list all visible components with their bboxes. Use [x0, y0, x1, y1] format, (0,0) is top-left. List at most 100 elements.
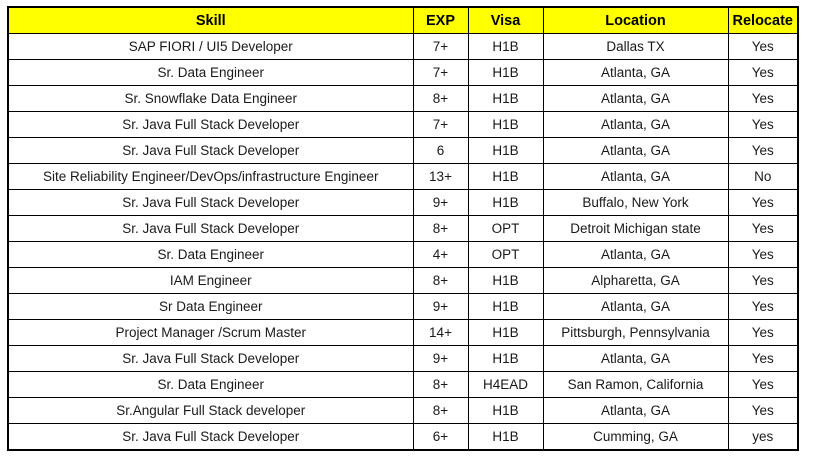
location-cell: Alpharetta, GA	[542, 267, 729, 294]
visa-cell: H1B	[467, 111, 544, 138]
exp-cell: 13+	[412, 163, 469, 190]
location-cell: Pittsburgh, Pennsylvania	[542, 319, 729, 346]
relocate-cell: Yes	[727, 59, 799, 86]
visa-cell: H1B	[467, 85, 544, 112]
table-row: SAP FIORI / UI5 Developer 7+ H1B Dallas …	[7, 33, 799, 60]
skill-cell: SAP FIORI / UI5 Developer	[7, 33, 414, 60]
skill-cell: Sr.Angular Full Stack developer	[7, 397, 414, 424]
table-row: Project Manager /Scrum Master 14+ H1B Pi…	[7, 319, 799, 346]
table-row: Site Reliability Engineer/DevOps/infrast…	[7, 163, 799, 190]
relocate-cell: Yes	[727, 33, 799, 60]
skill-cell: Sr Data Engineer	[7, 293, 414, 320]
table-row: Sr. Java Full Stack Developer 6 H1B Atla…	[7, 137, 799, 164]
candidates-table: Skill EXP Visa Location Relocate SAP FIO…	[7, 6, 799, 451]
table-row: IAM Engineer 8+ H1B Alpharetta, GA Yes	[7, 267, 799, 294]
relocate-cell: Yes	[727, 137, 799, 164]
location-cell: San Ramon, California	[542, 371, 729, 398]
exp-cell: 7+	[412, 59, 469, 86]
relocate-cell: Yes	[727, 241, 799, 268]
relocate-cell: Yes	[727, 85, 799, 112]
exp-cell: 9+	[412, 293, 469, 320]
column-header-exp: EXP	[412, 6, 469, 34]
table-row: Sr. Java Full Stack Developer 7+ H1B Atl…	[7, 111, 799, 138]
skill-cell: Sr. Java Full Stack Developer	[7, 137, 414, 164]
skill-cell: Sr. Java Full Stack Developer	[7, 111, 414, 138]
relocate-cell: Yes	[727, 345, 799, 372]
visa-cell: H4EAD	[467, 371, 544, 398]
visa-cell: H1B	[467, 319, 544, 346]
exp-cell: 6+	[412, 423, 469, 451]
location-cell: Atlanta, GA	[542, 345, 729, 372]
exp-cell: 8+	[412, 371, 469, 398]
visa-cell: H1B	[467, 293, 544, 320]
table-row: Sr. Java Full Stack Developer 6+ H1B Cum…	[7, 423, 799, 451]
exp-cell: 8+	[412, 267, 469, 294]
exp-cell: 8+	[412, 397, 469, 424]
table-row: Sr.Angular Full Stack developer 8+ H1B A…	[7, 397, 799, 424]
skill-cell: IAM Engineer	[7, 267, 414, 294]
location-cell: Atlanta, GA	[542, 85, 729, 112]
exp-cell: 8+	[412, 215, 469, 242]
skill-cell: Site Reliability Engineer/DevOps/infrast…	[7, 163, 414, 190]
location-cell: Cumming, GA	[542, 423, 729, 451]
relocate-cell: yes	[727, 423, 799, 451]
location-cell: Atlanta, GA	[542, 137, 729, 164]
relocate-cell: Yes	[727, 111, 799, 138]
visa-cell: H1B	[467, 267, 544, 294]
exp-cell: 9+	[412, 345, 469, 372]
relocate-cell: Yes	[727, 371, 799, 398]
location-cell: Atlanta, GA	[542, 397, 729, 424]
header-row: Skill EXP Visa Location Relocate	[7, 6, 799, 34]
relocate-cell: Yes	[727, 397, 799, 424]
table-row: Sr. Snowflake Data Engineer 8+ H1B Atlan…	[7, 85, 799, 112]
visa-cell: H1B	[467, 59, 544, 86]
relocate-cell: Yes	[727, 319, 799, 346]
visa-cell: OPT	[467, 241, 544, 268]
visa-cell: H1B	[467, 397, 544, 424]
location-cell: Detroit Michigan state	[542, 215, 729, 242]
visa-cell: H1B	[467, 137, 544, 164]
skill-cell: Sr. Data Engineer	[7, 371, 414, 398]
visa-cell: H1B	[467, 33, 544, 60]
table-row: Sr. Java Full Stack Developer 9+ H1B Atl…	[7, 345, 799, 372]
skill-cell: Sr. Data Engineer	[7, 59, 414, 86]
location-cell: Buffalo, New York	[542, 189, 729, 216]
table-row: Sr. Data Engineer 8+ H4EAD San Ramon, Ca…	[7, 371, 799, 398]
visa-cell: H1B	[467, 163, 544, 190]
visa-cell: OPT	[467, 215, 544, 242]
table-row: Sr. Java Full Stack Developer 9+ H1B Buf…	[7, 189, 799, 216]
skill-cell: Sr. Snowflake Data Engineer	[7, 85, 414, 112]
exp-cell: 7+	[412, 33, 469, 60]
skill-cell: Sr. Data Engineer	[7, 241, 414, 268]
exp-cell: 6	[412, 137, 469, 164]
location-cell: Atlanta, GA	[542, 111, 729, 138]
relocate-cell: Yes	[727, 215, 799, 242]
relocate-cell: No	[727, 163, 799, 190]
column-header-relocate: Relocate	[727, 6, 799, 34]
relocate-cell: Yes	[727, 189, 799, 216]
table-row: Sr. Java Full Stack Developer 8+ OPT Det…	[7, 215, 799, 242]
location-cell: Atlanta, GA	[542, 59, 729, 86]
exp-cell: 9+	[412, 189, 469, 216]
relocate-cell: Yes	[727, 293, 799, 320]
visa-cell: H1B	[467, 345, 544, 372]
column-header-skill: Skill	[7, 6, 414, 34]
location-cell: Atlanta, GA	[542, 241, 729, 268]
skill-cell: Sr. Java Full Stack Developer	[7, 345, 414, 372]
column-header-location: Location	[542, 6, 729, 34]
exp-cell: 8+	[412, 85, 469, 112]
table-row: Sr Data Engineer 9+ H1B Atlanta, GA Yes	[7, 293, 799, 320]
skill-cell: Sr. Java Full Stack Developer	[7, 189, 414, 216]
location-cell: Atlanta, GA	[542, 163, 729, 190]
column-header-visa: Visa	[467, 6, 544, 34]
visa-cell: H1B	[467, 423, 544, 451]
visa-cell: H1B	[467, 189, 544, 216]
exp-cell: 14+	[412, 319, 469, 346]
skill-cell: Sr. Java Full Stack Developer	[7, 423, 414, 451]
location-cell: Dallas TX	[542, 33, 729, 60]
location-cell: Atlanta, GA	[542, 293, 729, 320]
table-row: Sr. Data Engineer 4+ OPT Atlanta, GA Yes	[7, 241, 799, 268]
relocate-cell: Yes	[727, 267, 799, 294]
exp-cell: 7+	[412, 111, 469, 138]
